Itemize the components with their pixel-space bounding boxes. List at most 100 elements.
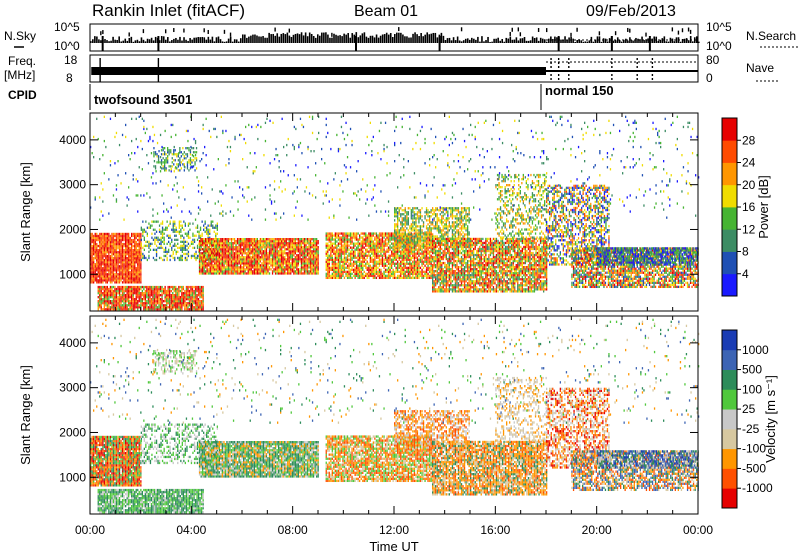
echo-cell bbox=[163, 240, 165, 244]
echo-cell bbox=[223, 238, 225, 241]
echo-cell bbox=[331, 250, 333, 253]
echo-cell bbox=[400, 270, 402, 274]
echo-cell bbox=[146, 304, 148, 307]
echo-cell bbox=[102, 287, 104, 291]
echo-cell bbox=[112, 238, 115, 242]
echo-cell bbox=[196, 304, 198, 307]
echo-cell bbox=[206, 232, 208, 235]
echo-cell bbox=[356, 264, 358, 267]
echo-cell bbox=[188, 300, 191, 303]
echo-cell bbox=[365, 262, 367, 265]
echo-cell bbox=[135, 306, 137, 309]
echo-cell bbox=[131, 242, 133, 246]
echo-cell bbox=[233, 240, 236, 243]
echo-cell bbox=[397, 276, 399, 280]
echo-cell bbox=[129, 289, 131, 293]
echo-cell bbox=[247, 244, 249, 247]
echo-cell bbox=[131, 246, 133, 250]
echo-cell bbox=[202, 298, 204, 301]
echo-cell bbox=[178, 306, 180, 309]
echo-cell bbox=[197, 298, 200, 301]
echo-cell bbox=[121, 289, 124, 293]
echo-cell bbox=[209, 260, 211, 263]
echo-cell bbox=[282, 246, 284, 249]
echo-cell bbox=[135, 292, 137, 295]
echo-cell bbox=[140, 226, 142, 229]
echo-cell bbox=[106, 236, 108, 240]
echo-cell bbox=[159, 306, 162, 309]
echo-cell bbox=[330, 276, 332, 280]
echo-cell bbox=[262, 270, 265, 273]
echo-cell bbox=[407, 274, 409, 278]
echo-cell bbox=[394, 272, 396, 276]
echo-cell bbox=[187, 232, 190, 235]
echo-cell bbox=[187, 242, 190, 246]
echo-cell bbox=[97, 304, 99, 307]
echo-cell bbox=[359, 256, 361, 259]
echo-cell bbox=[211, 248, 213, 251]
echo-cell bbox=[187, 308, 189, 311]
noise-bar bbox=[335, 34, 337, 43]
echo-cell bbox=[297, 244, 299, 247]
echo-cell bbox=[252, 266, 254, 269]
echo-cell bbox=[316, 238, 318, 241]
echo-cell bbox=[410, 256, 412, 259]
echo-cell bbox=[261, 270, 263, 273]
echo-cell bbox=[102, 257, 104, 260]
echo-cell bbox=[123, 275, 125, 278]
echo-cell bbox=[118, 308, 121, 311]
echo-cell bbox=[157, 161, 160, 164]
echo-cell bbox=[235, 244, 237, 247]
echo-cell bbox=[118, 249, 121, 252]
echo-cell bbox=[200, 240, 202, 243]
echo-cell bbox=[328, 268, 330, 272]
echo-cell bbox=[100, 242, 102, 246]
echo-cell bbox=[186, 252, 188, 256]
echo-cell bbox=[282, 256, 284, 259]
echo-cell bbox=[351, 248, 353, 251]
echo-cell bbox=[208, 238, 210, 241]
echo-cell bbox=[184, 296, 186, 299]
echo-cell bbox=[331, 246, 333, 249]
echo-cell bbox=[217, 262, 219, 265]
echo-cell bbox=[363, 238, 365, 241]
echo-cell bbox=[211, 258, 213, 261]
echo-cell bbox=[173, 289, 175, 293]
echo-cell bbox=[179, 157, 181, 160]
echo-cell bbox=[413, 238, 416, 241]
echo-cell bbox=[106, 232, 108, 236]
echo-cell bbox=[288, 256, 290, 259]
echo-cell bbox=[345, 244, 347, 247]
noise-bar bbox=[167, 37, 169, 43]
echo-cell bbox=[389, 266, 391, 270]
echo-cell bbox=[297, 238, 299, 241]
echo-cell bbox=[176, 302, 178, 305]
echo-cell bbox=[125, 259, 127, 262]
echo-cell bbox=[409, 274, 411, 278]
echo-cell bbox=[205, 258, 207, 261]
echo-cell bbox=[205, 246, 207, 249]
echo-cell bbox=[342, 232, 344, 235]
echo-cell bbox=[246, 260, 248, 263]
echo-cell bbox=[214, 252, 216, 255]
echo-cell bbox=[128, 257, 130, 260]
echo-cell bbox=[391, 236, 393, 239]
noise-bar bbox=[414, 32, 416, 43]
echo-cell bbox=[398, 270, 400, 274]
echo-cell bbox=[200, 272, 202, 275]
echo-cell bbox=[111, 242, 113, 246]
echo-cell bbox=[213, 230, 215, 233]
echo-cell bbox=[174, 256, 176, 260]
echo-cell bbox=[211, 240, 213, 243]
echo-cell bbox=[377, 252, 379, 255]
echo-cell bbox=[206, 230, 208, 233]
echo-cell bbox=[293, 260, 295, 263]
echo-cell bbox=[365, 250, 367, 253]
echo-cell bbox=[163, 228, 165, 231]
echo-cell bbox=[160, 159, 163, 162]
echo-cell bbox=[112, 289, 115, 293]
echo-cell bbox=[381, 272, 384, 276]
noise-bar bbox=[215, 37, 218, 43]
echo-cell bbox=[369, 254, 371, 257]
echo-cell bbox=[180, 256, 182, 260]
